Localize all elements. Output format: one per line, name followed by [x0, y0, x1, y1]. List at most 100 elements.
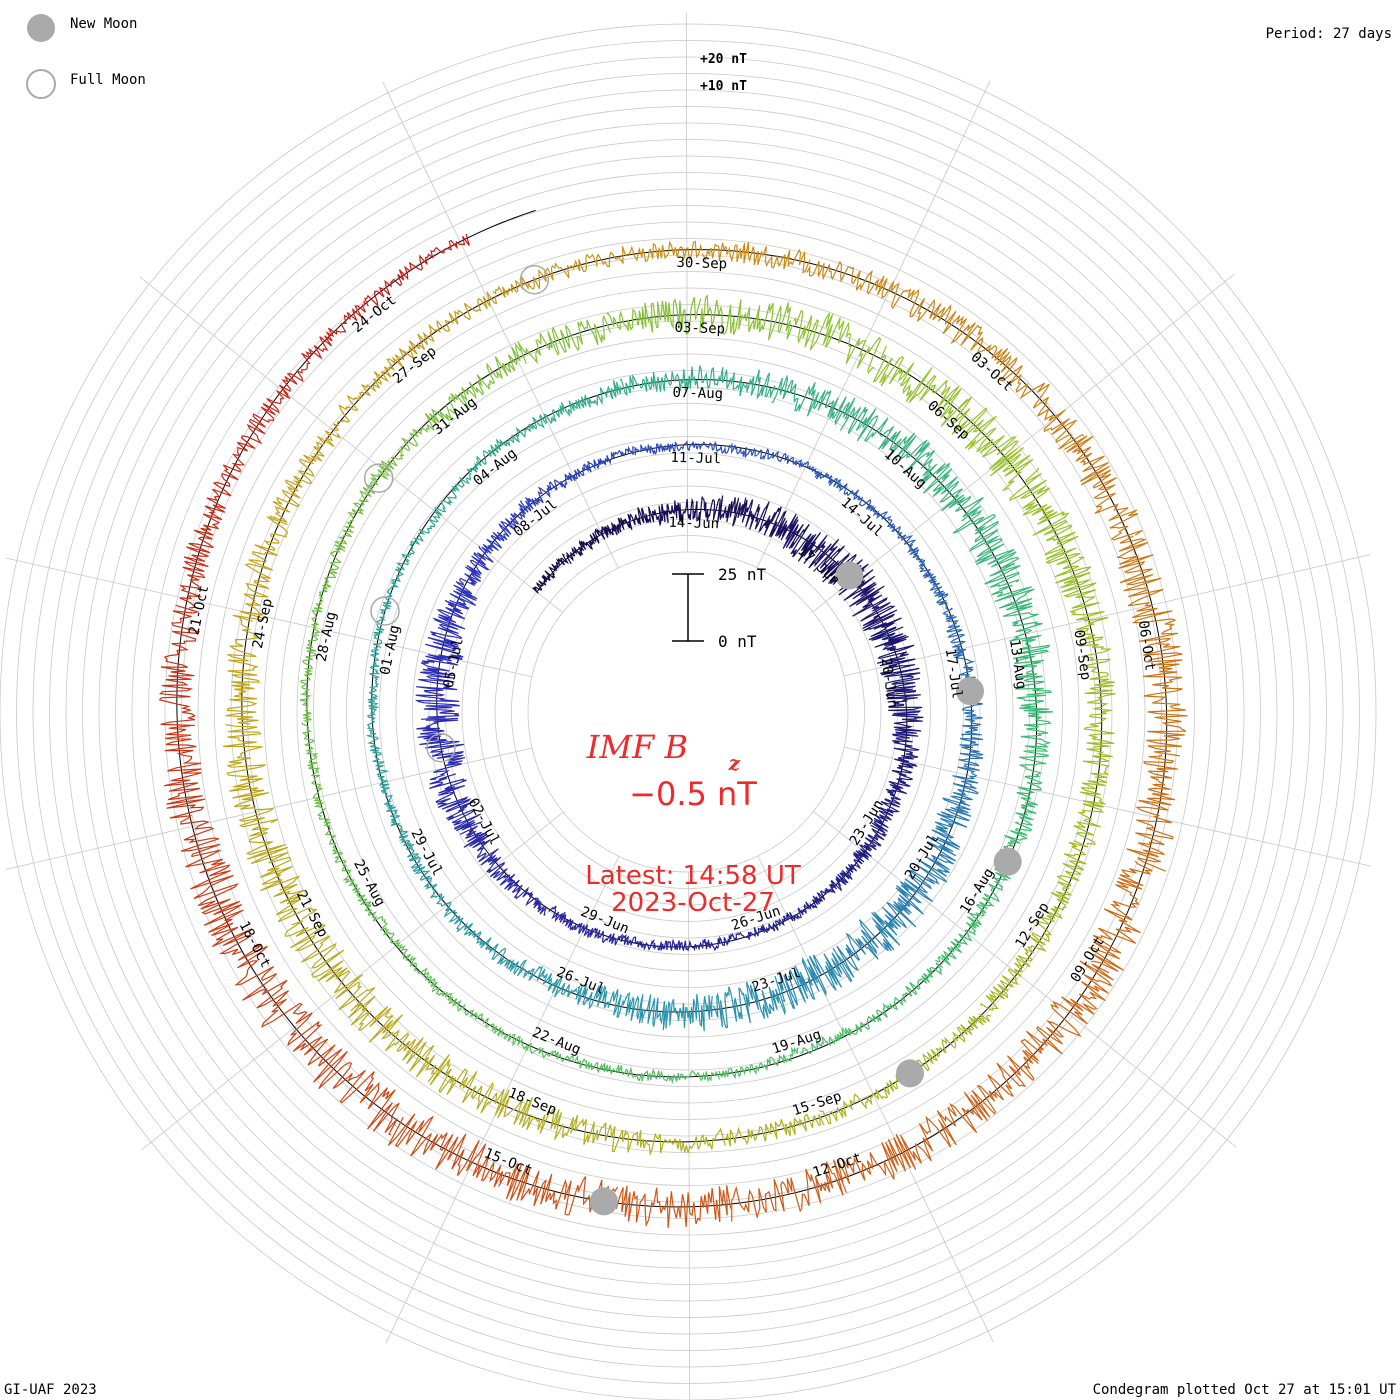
bz-day-segment [482, 413, 553, 457]
bz-day-segment [301, 722, 324, 810]
bz-day-segment [806, 260, 915, 310]
date-label: 06-Oct [1135, 620, 1158, 672]
bz-day-segment [425, 599, 469, 662]
grid-ring [511, 535, 865, 889]
bz-day-segment [912, 552, 949, 610]
date-label: 17-Jul [942, 647, 965, 699]
grid-ring [379, 403, 997, 1021]
bz-day-segment [212, 390, 291, 497]
bz-day-segment [499, 873, 547, 916]
bz-day-segment [299, 634, 320, 723]
date-label: 30-Sep [676, 255, 727, 273]
bz-day-segment [1073, 748, 1113, 846]
bz-day-segment [652, 938, 709, 952]
bz-day-segment [365, 720, 390, 794]
grid-ring [131, 155, 1245, 1269]
grid-ring [296, 320, 1080, 1104]
zero-baseline-spiral [176, 209, 1168, 1208]
date-label: 13-Aug [1006, 638, 1029, 690]
bz-day-segment [836, 1115, 952, 1185]
date-label: 11-Jul [670, 450, 721, 468]
date-label: 18-Sep [506, 1085, 559, 1119]
bz-day-segment [614, 1185, 732, 1228]
bz-day-segment [507, 959, 577, 998]
bz-day-segment [814, 471, 872, 511]
new-moon-marker [835, 561, 864, 590]
bz-day-segment [402, 291, 498, 361]
bz-day-segment [756, 448, 819, 475]
bz-day-segment [836, 906, 902, 978]
new-moon-marker [993, 847, 1022, 876]
full-moon-marker [370, 596, 400, 626]
bz-day-segment [1035, 840, 1089, 936]
grid-ring [494, 518, 882, 906]
bz-day-segment [1088, 860, 1153, 973]
bz-day-segment [1009, 467, 1081, 566]
bz-day-segment [950, 396, 1034, 492]
bz-day-segment [950, 736, 984, 807]
bz-day-segment [284, 920, 376, 1012]
grid-ring [527, 551, 849, 873]
date-label: 24-Oct [350, 292, 400, 336]
bz-day-segment [223, 724, 278, 828]
date-labels: 14-Jun17-Jun20-Jun23-Jun26-Jun29-Jun02-J… [186, 255, 1158, 1181]
bz-day-segment [741, 497, 790, 539]
bz-day-segment [885, 857, 948, 929]
bz-day-segment [269, 429, 342, 523]
bz-day-segment [991, 584, 1051, 665]
full-moon-legend-label: Full Moon [70, 72, 146, 88]
bz-day-segment [647, 497, 695, 527]
bz-day-segment [372, 576, 401, 649]
full-moon-marker [363, 463, 394, 493]
new-moon-legend-label: New Moon [70, 16, 137, 32]
bz-day-segment [378, 404, 453, 475]
bz-day-segment [178, 488, 226, 609]
bz-day-segment [839, 406, 930, 461]
grid-ring [230, 254, 1146, 1170]
new-moon-legend-icon [27, 14, 55, 42]
bz-day-segment [474, 1013, 554, 1059]
bz-day-segment [759, 903, 809, 933]
bz-day-segment [245, 825, 318, 923]
bz-day-segment [1116, 535, 1179, 647]
period-label: Period: 27 days [1266, 26, 1392, 42]
bz-day-segment [903, 443, 984, 522]
grid-ring [346, 370, 1030, 1054]
bz-day-segment [521, 1106, 627, 1152]
zero-baseline [176, 209, 1168, 1208]
date-label: 12-Sep [1012, 900, 1052, 951]
bz-day-segment [885, 677, 924, 732]
bz-day-segment [163, 725, 216, 844]
bz-day-segment [793, 309, 882, 374]
bz-day-segment [805, 869, 853, 911]
date-label: 14-Jul [838, 495, 886, 541]
bz-day-segment [891, 730, 920, 787]
bz-day-segment [875, 962, 943, 1023]
bz-day-segment [1015, 742, 1050, 826]
bz-day-segment [1054, 556, 1112, 653]
bz-day-segment [869, 505, 920, 556]
bz-day-segment [410, 856, 458, 923]
bz-day-segment [693, 495, 744, 527]
bz-day-segment [731, 1159, 847, 1222]
bz-day-segment [845, 828, 887, 876]
grid-ring [32, 56, 1344, 1368]
footer-credit: GI-UAF 2023 [4, 1382, 97, 1398]
bz-day-segment [908, 1013, 992, 1079]
bz-day-segment [999, 351, 1085, 450]
scale-bar: 25 nT 0 nT [672, 565, 767, 651]
bz-day-segment [427, 1054, 533, 1127]
bz-day-segment [225, 618, 261, 725]
bz-day-segment [532, 553, 570, 594]
date-label: 12-Oct [811, 1150, 864, 1181]
bz-day-segment [451, 915, 512, 969]
bz-day-segment [459, 825, 508, 881]
bz-day-segment [699, 294, 793, 341]
grid-ring [478, 502, 898, 922]
bz-day-segment [870, 780, 911, 834]
scale-bar-bottom-label: 0 nT [718, 632, 757, 651]
bz-day-segment [449, 545, 494, 609]
bz-day-segment [597, 930, 655, 951]
grid-ring [313, 337, 1063, 1087]
bz-day-segment [712, 975, 786, 1029]
